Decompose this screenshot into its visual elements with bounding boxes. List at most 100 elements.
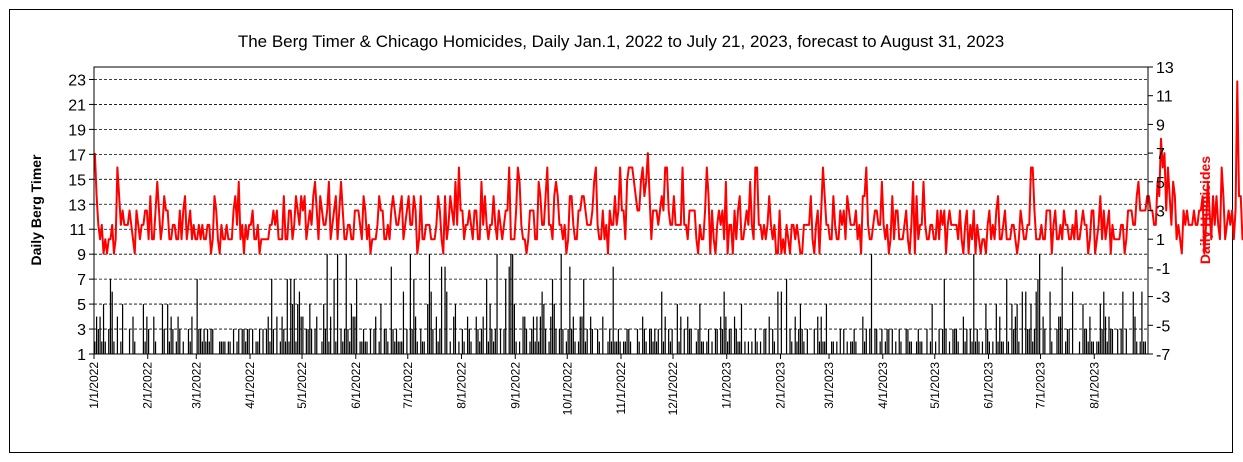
berg-timer-bar bbox=[567, 329, 569, 354]
berg-timer-bar bbox=[879, 341, 881, 354]
berg-timer-bar bbox=[583, 279, 585, 354]
berg-timer-bar bbox=[316, 316, 318, 354]
berg-timer-bar bbox=[935, 341, 937, 354]
berg-timer-bar bbox=[390, 266, 392, 354]
berg-timer-bar bbox=[560, 254, 562, 354]
berg-timer-bar bbox=[430, 291, 432, 354]
homicides-line bbox=[93, 80, 1243, 255]
berg-timer-bar bbox=[610, 341, 613, 354]
berg-timer-bar bbox=[619, 341, 621, 354]
right-tick-label: 13 bbox=[1156, 60, 1174, 77]
berg-timer-bar bbox=[652, 341, 654, 354]
right-tick-label: -1 bbox=[1156, 261, 1170, 278]
berg-timer-bar bbox=[241, 329, 243, 354]
berg-timer-bar bbox=[302, 316, 304, 354]
berg-timer-bar bbox=[286, 279, 288, 354]
berg-timer-bar bbox=[978, 341, 980, 354]
x-tick-label: 3/1/2022 bbox=[189, 362, 203, 409]
berg-timer-bar bbox=[279, 341, 281, 354]
berg-timer-bar bbox=[820, 316, 822, 354]
berg-timer-bar bbox=[380, 304, 382, 354]
berg-timer-bar bbox=[1042, 316, 1044, 354]
berg-timer-bar bbox=[796, 341, 798, 354]
berg-timer-bar bbox=[187, 329, 190, 354]
berg-timer-bar bbox=[756, 341, 758, 354]
berg-timer-bar bbox=[671, 329, 673, 354]
berg-timer-bar bbox=[298, 291, 301, 354]
berg-timer-bar bbox=[548, 341, 550, 354]
berg-timer-bar bbox=[326, 254, 328, 354]
berg-timer-bar bbox=[1026, 329, 1029, 354]
berg-timer-bar bbox=[948, 341, 951, 354]
berg-timer-bar bbox=[463, 341, 465, 354]
berg-timer-bar bbox=[453, 316, 455, 354]
x-tick-label: 7/1/2022 bbox=[401, 362, 415, 409]
berg-timer-bar bbox=[432, 329, 434, 354]
berg-timer-bar bbox=[421, 341, 424, 354]
berg-timer-bar bbox=[167, 304, 169, 354]
berg-timer-bar bbox=[1033, 329, 1036, 354]
berg-timer-bar bbox=[1141, 291, 1143, 354]
berg-timer-bar bbox=[409, 254, 411, 354]
berg-timer-bar bbox=[321, 341, 323, 354]
berg-timer-bar bbox=[655, 341, 658, 354]
berg-timer-bar bbox=[992, 341, 994, 354]
berg-timer-bar bbox=[179, 329, 181, 354]
berg-timer-bar bbox=[461, 329, 463, 354]
berg-timer-bar bbox=[300, 316, 302, 354]
berg-timer-bar bbox=[919, 341, 921, 354]
berg-timer-bar bbox=[813, 329, 815, 354]
berg-timer-bar bbox=[297, 304, 299, 354]
berg-timer-bar bbox=[785, 279, 788, 354]
berg-timer-bar bbox=[258, 329, 261, 354]
berg-timer-bar bbox=[926, 329, 928, 354]
berg-timer-bar bbox=[609, 329, 611, 354]
berg-timer-bar bbox=[345, 254, 347, 354]
berg-timer-bar bbox=[798, 329, 800, 354]
berg-timer-bar bbox=[513, 304, 515, 354]
berg-timer-bar bbox=[1136, 341, 1138, 354]
berg-timer-bar bbox=[572, 316, 574, 354]
berg-timer-bar bbox=[440, 266, 443, 354]
berg-timer-bar bbox=[153, 316, 155, 354]
berg-timer-bar bbox=[817, 316, 819, 354]
berg-timer-bar bbox=[832, 341, 834, 354]
berg-timer-bar bbox=[142, 304, 145, 354]
berg-timer-bar bbox=[1144, 341, 1147, 354]
berg-timer-bar bbox=[565, 341, 567, 354]
berg-timer-bar bbox=[272, 329, 275, 354]
berg-timer-bar bbox=[402, 291, 405, 354]
berg-timer-bars bbox=[94, 254, 1147, 354]
berg-timer-bar bbox=[109, 279, 112, 354]
berg-timer-bar bbox=[664, 316, 666, 354]
berg-timer-bar bbox=[602, 316, 604, 354]
berg-timer-bar bbox=[491, 329, 493, 354]
berg-timer-bar bbox=[439, 329, 441, 354]
berg-timer-bar bbox=[352, 316, 354, 354]
berg-timer-bar bbox=[799, 304, 802, 354]
berg-timer-bar bbox=[305, 329, 307, 354]
berg-timer-bar bbox=[1132, 291, 1134, 354]
berg-timer-bar bbox=[454, 304, 457, 354]
berg-timer-bar bbox=[102, 304, 105, 354]
x-tick-label: 8/1/2022 bbox=[455, 362, 469, 409]
berg-timer-bar bbox=[94, 341, 96, 354]
berg-timer-bar bbox=[437, 341, 439, 354]
berg-timer-bar bbox=[354, 316, 356, 354]
berg-timer-bar bbox=[1049, 291, 1051, 354]
berg-timer-bar bbox=[806, 329, 808, 354]
berg-timer-bar bbox=[824, 341, 826, 354]
berg-timer-bar bbox=[420, 329, 422, 354]
berg-timer-bar bbox=[976, 329, 978, 354]
berg-timer-bar bbox=[1089, 316, 1091, 354]
x-tick-label: 8/1/2023 bbox=[1087, 362, 1101, 409]
berg-timer-bar bbox=[1035, 291, 1037, 354]
berg-timer-bar bbox=[777, 291, 779, 354]
x-tick-label: 2/1/2023 bbox=[773, 362, 787, 409]
berg-timer-bar bbox=[695, 341, 698, 354]
berg-timer-bar bbox=[661, 291, 663, 354]
berg-timer-bar bbox=[323, 304, 325, 354]
berg-timer-bar bbox=[333, 279, 335, 354]
x-tick-label: 10/1/2022 bbox=[560, 362, 574, 416]
berg-timer-bar bbox=[740, 304, 743, 354]
